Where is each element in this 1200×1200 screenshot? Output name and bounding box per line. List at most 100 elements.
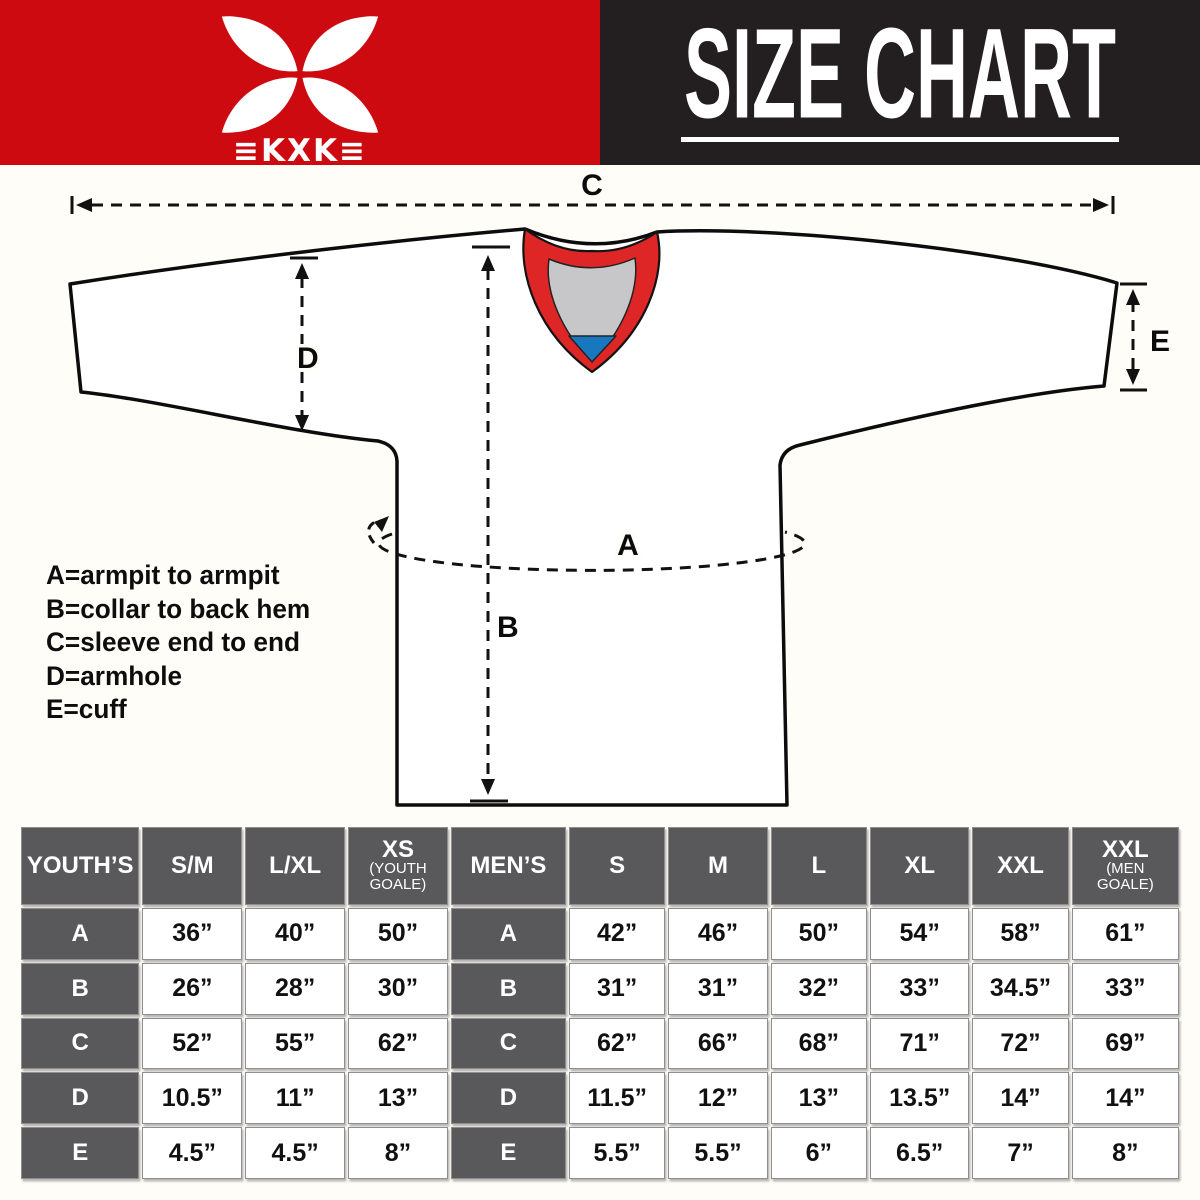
row-label-cell: A xyxy=(450,908,566,960)
size-value-cell: 33” xyxy=(870,962,970,1015)
table-header-row: YOUTH’S S/M L/XL XS (YOUTH GOALE) MEN’S … xyxy=(21,827,1179,905)
col-header-mens: MEN’S xyxy=(450,827,566,905)
dim-c-arrow-right xyxy=(1093,198,1109,212)
size-table: YOUTH’S S/M L/XL XS (YOUTH GOALE) MEN’S … xyxy=(18,824,1182,1182)
col-header-sm: S/M xyxy=(142,827,243,905)
brand-panel: ≡KXK≡ xyxy=(0,0,600,169)
size-value-cell: 12” xyxy=(668,1072,768,1125)
table-row-a: A 36” 40” 50” A 42” 46” 50” 54” 58” 61” xyxy=(21,908,1179,960)
header: ≡KXK≡ SIZE CHART xyxy=(0,0,1200,169)
size-value-cell: 31” xyxy=(568,962,666,1015)
size-value-cell: 5.5” xyxy=(568,1127,666,1179)
col-header-xl: XL xyxy=(870,827,970,905)
dim-label-b: B xyxy=(497,611,519,644)
size-value-cell: 61” xyxy=(1071,908,1179,960)
row-label-cell: E xyxy=(450,1127,566,1179)
size-value-cell: 11” xyxy=(245,1072,346,1125)
goalie-note-label: (MEN GOALE) xyxy=(1097,860,1154,893)
dim-e-arrow-top xyxy=(1126,289,1140,305)
size-value-cell: 46” xyxy=(668,908,768,960)
dim-d-arrow-top xyxy=(295,263,309,279)
size-value-cell: 13” xyxy=(348,1072,448,1125)
legend-line-a: A=armpit to armpit xyxy=(46,560,280,590)
row-label-cell: D xyxy=(450,1072,566,1125)
jersey-diagram-icon: C D B E A xyxy=(68,169,1170,807)
dim-e-arrow-bottom xyxy=(1126,369,1140,385)
col-header-xxl: XXL xyxy=(972,827,1069,905)
size-value-cell: 42” xyxy=(568,908,666,960)
size-value-cell: 8” xyxy=(348,1127,448,1179)
size-value-cell: 34.5” xyxy=(972,962,1069,1015)
col-header-xs-youth-goalie: XS (YOUTH GOALE) xyxy=(348,827,448,905)
table-row-c: C 52” 55” 62” C 62” 66” 68” 71” 72” 69” xyxy=(21,1017,1179,1070)
goalie-size-label: XXL xyxy=(1102,836,1149,863)
legend-line-c: C=sleeve end to end xyxy=(46,627,300,657)
size-value-cell: 6.5” xyxy=(870,1127,970,1179)
collar-blue-insert xyxy=(568,335,617,363)
size-value-cell: 68” xyxy=(770,1017,868,1070)
dim-label-a: A xyxy=(617,529,639,562)
goalie-size-label: XS xyxy=(381,836,414,863)
row-label-cell: C xyxy=(450,1017,566,1070)
dim-b-arrow-bottom xyxy=(481,779,495,795)
size-value-cell: 66” xyxy=(668,1017,768,1070)
size-value-cell: 62” xyxy=(568,1017,666,1070)
size-value-cell: 30” xyxy=(348,962,448,1015)
dim-a-arrow xyxy=(374,516,389,532)
size-value-cell: 13” xyxy=(770,1072,868,1125)
size-value-cell: 31” xyxy=(668,962,768,1015)
dim-a-ellipse xyxy=(377,530,807,572)
dim-label-c: C xyxy=(581,169,603,202)
dim-d-arrow-bottom xyxy=(295,415,309,431)
size-value-cell: 62” xyxy=(348,1017,448,1070)
size-value-cell: 72” xyxy=(972,1017,1069,1070)
brand-logo-text: ≡KXK≡ xyxy=(233,133,367,169)
row-label-cell: D xyxy=(21,1072,140,1125)
size-value-cell: 6” xyxy=(770,1127,868,1179)
col-header-m: M xyxy=(668,827,768,905)
size-value-cell: 40” xyxy=(245,908,346,960)
legend-line-d: D=armhole xyxy=(46,660,183,691)
jersey-outline xyxy=(68,227,1119,807)
size-value-cell: 50” xyxy=(348,908,448,960)
table-row-b: B 26” 28” 30” B 31” 31” 32” 33” 34.5” 33… xyxy=(21,962,1179,1015)
page-title: SIZE CHART xyxy=(684,1,1116,146)
size-value-cell: 58” xyxy=(972,908,1069,960)
table-row-e: E 4.5” 4.5” 8” E 5.5” 5.5” 6” 6.5” 7” 8” xyxy=(21,1127,1179,1179)
size-value-cell: 8” xyxy=(1071,1127,1179,1179)
jersey-measurement-diagram: C D B E A A=armpit to armpit B=collar to… xyxy=(0,165,1200,825)
size-value-cell: 50” xyxy=(770,908,868,960)
size-value-cell: 36” xyxy=(142,908,243,960)
size-value-cell: 28” xyxy=(245,962,346,1015)
size-value-cell: 69” xyxy=(1071,1017,1179,1070)
row-label-cell: B xyxy=(21,962,140,1015)
brand-logo: ≡KXK≡ xyxy=(0,0,600,169)
col-header-youths: YOUTH’S xyxy=(21,827,140,905)
table-row-d: D 10.5” 11” 13” D 11.5” 12” 13” 13.5” 14… xyxy=(21,1072,1179,1125)
kxk-x-emblem-icon xyxy=(221,16,379,133)
legend-line-b: B=collar to back hem xyxy=(46,593,311,624)
collar-inner-gray xyxy=(547,257,637,362)
row-label-cell: B xyxy=(450,962,566,1015)
dim-label-e: E xyxy=(1150,325,1170,358)
size-value-cell: 4.5” xyxy=(142,1127,243,1179)
size-value-cell: 7” xyxy=(972,1127,1069,1179)
col-header-xxl-men-goalie: XXL (MEN GOALE) xyxy=(1071,827,1179,905)
dim-label-d: D xyxy=(297,342,319,375)
size-value-cell: 13.5” xyxy=(870,1072,970,1125)
size-value-cell: 26” xyxy=(142,962,243,1015)
size-value-cell: 5.5” xyxy=(668,1127,768,1179)
col-header-lxl: L/XL xyxy=(245,827,346,905)
title-underline xyxy=(681,136,1119,142)
size-value-cell: 71” xyxy=(870,1017,970,1070)
measurement-legend: A=armpit to armpit B=collar to back hem … xyxy=(46,559,310,727)
size-value-cell: 11.5” xyxy=(568,1072,666,1125)
row-label-cell: A xyxy=(21,908,140,960)
dim-c-arrow-left xyxy=(76,198,92,212)
row-label-cell: C xyxy=(21,1017,140,1070)
goalie-note-label: (YOUTH GOALE) xyxy=(369,860,427,893)
col-header-s: S xyxy=(568,827,666,905)
size-value-cell: 4.5” xyxy=(245,1127,346,1179)
col-header-l: L xyxy=(770,827,868,905)
